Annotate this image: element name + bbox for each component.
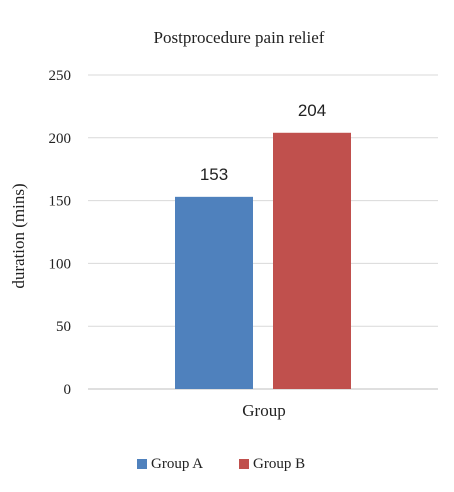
data-label: 153 (200, 165, 228, 184)
legend-swatch (239, 459, 249, 469)
x-axis-label: Group (242, 401, 285, 420)
data-labels: 153 204 (200, 101, 326, 184)
legend-label: Group A (151, 456, 203, 472)
y-tick-label: 150 (49, 194, 72, 210)
gridlines (88, 74, 438, 390)
legend-item-group-b: Group B (239, 456, 305, 472)
bar-group-a (175, 196, 253, 389)
chart-title: Postprocedure pain relief (154, 28, 325, 47)
y-axis-tick-labels: 0 50 100 150 200 250 (49, 68, 72, 398)
legend-swatch (137, 459, 147, 469)
legend-item-group-a: Group A (137, 456, 203, 472)
y-tick-label: 250 (49, 68, 72, 84)
y-tick-label: 100 (49, 256, 72, 272)
bars (175, 132, 351, 389)
legend: Group A Group B (137, 456, 305, 472)
bar-group-b (273, 132, 351, 389)
y-tick-label: 50 (56, 319, 71, 335)
data-label: 204 (298, 101, 326, 120)
legend-label: Group B (253, 456, 305, 472)
y-axis-label: duration (mins) (9, 183, 28, 288)
y-tick-label: 0 (64, 382, 72, 398)
y-tick-label: 200 (49, 131, 72, 147)
